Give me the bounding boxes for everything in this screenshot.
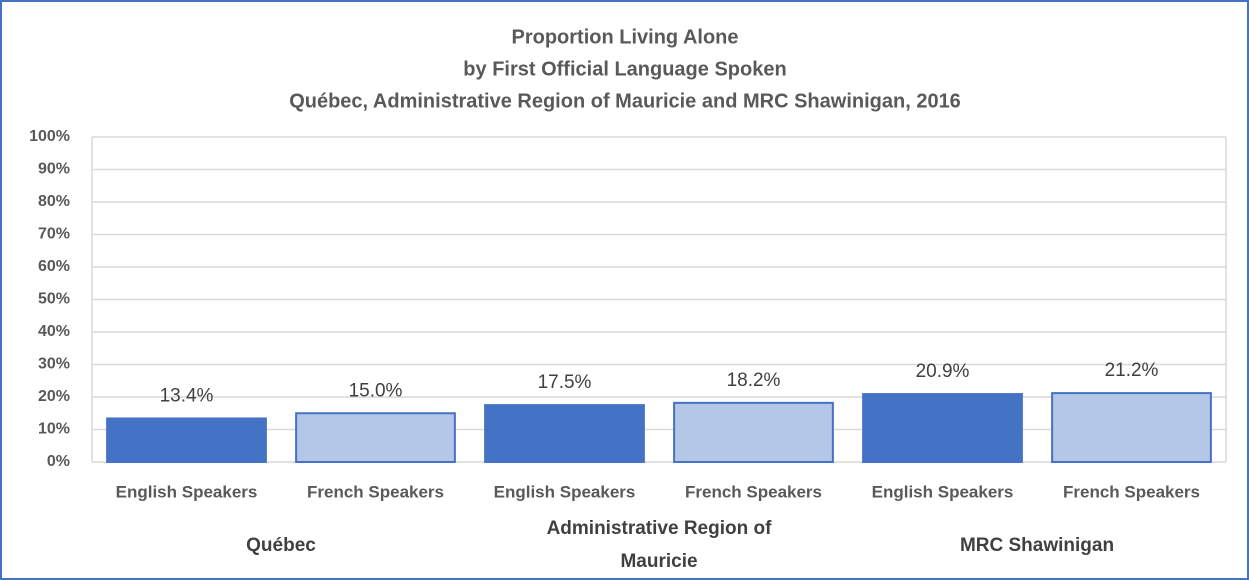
x-tick-label: French Speakers <box>307 482 444 501</box>
y-tick-label: 100% <box>29 128 70 145</box>
bar <box>484 404 645 463</box>
bar <box>862 393 1023 464</box>
bar <box>295 412 456 463</box>
y-tick-label: 90% <box>38 161 70 178</box>
bar <box>673 401 834 464</box>
y-tick-label: 0% <box>47 453 70 470</box>
y-tick-label: 50% <box>38 291 70 308</box>
group-label: Québec <box>246 534 316 556</box>
chart-title: Proportion Living Alone <box>511 26 738 48</box>
data-label: 13.4% <box>160 385 214 406</box>
data-label: 17.5% <box>538 372 592 393</box>
x-tick-label: French Speakers <box>685 482 822 501</box>
y-tick-label: 10% <box>38 421 70 438</box>
y-tick-label: 30% <box>38 356 70 373</box>
x-tick-label: English Speakers <box>872 482 1014 501</box>
bar <box>106 417 267 464</box>
y-tick-label: 60% <box>38 258 70 275</box>
bar <box>1051 392 1212 464</box>
data-label: 18.2% <box>727 370 781 391</box>
y-tick-label: 70% <box>38 226 70 243</box>
data-label: 21.2% <box>1105 360 1159 381</box>
data-label: 15.0% <box>349 380 403 401</box>
x-tick-label: French Speakers <box>1063 482 1200 501</box>
group-label: Administrative Region of Mauricie <box>546 518 772 572</box>
y-tick-label: 40% <box>38 323 70 340</box>
data-label: 20.9% <box>916 361 970 382</box>
y-tick-label: 20% <box>38 388 70 405</box>
chart-title: by First Official Language Spoken <box>463 58 786 80</box>
chart-title: Québec, Administrative Region of Maurici… <box>289 90 961 112</box>
x-tick-label: English Speakers <box>494 482 636 501</box>
group-label: MRC Shawinigan <box>959 534 1115 556</box>
x-tick-label: English Speakers <box>116 482 258 501</box>
y-tick-label: 80% <box>38 193 70 210</box>
